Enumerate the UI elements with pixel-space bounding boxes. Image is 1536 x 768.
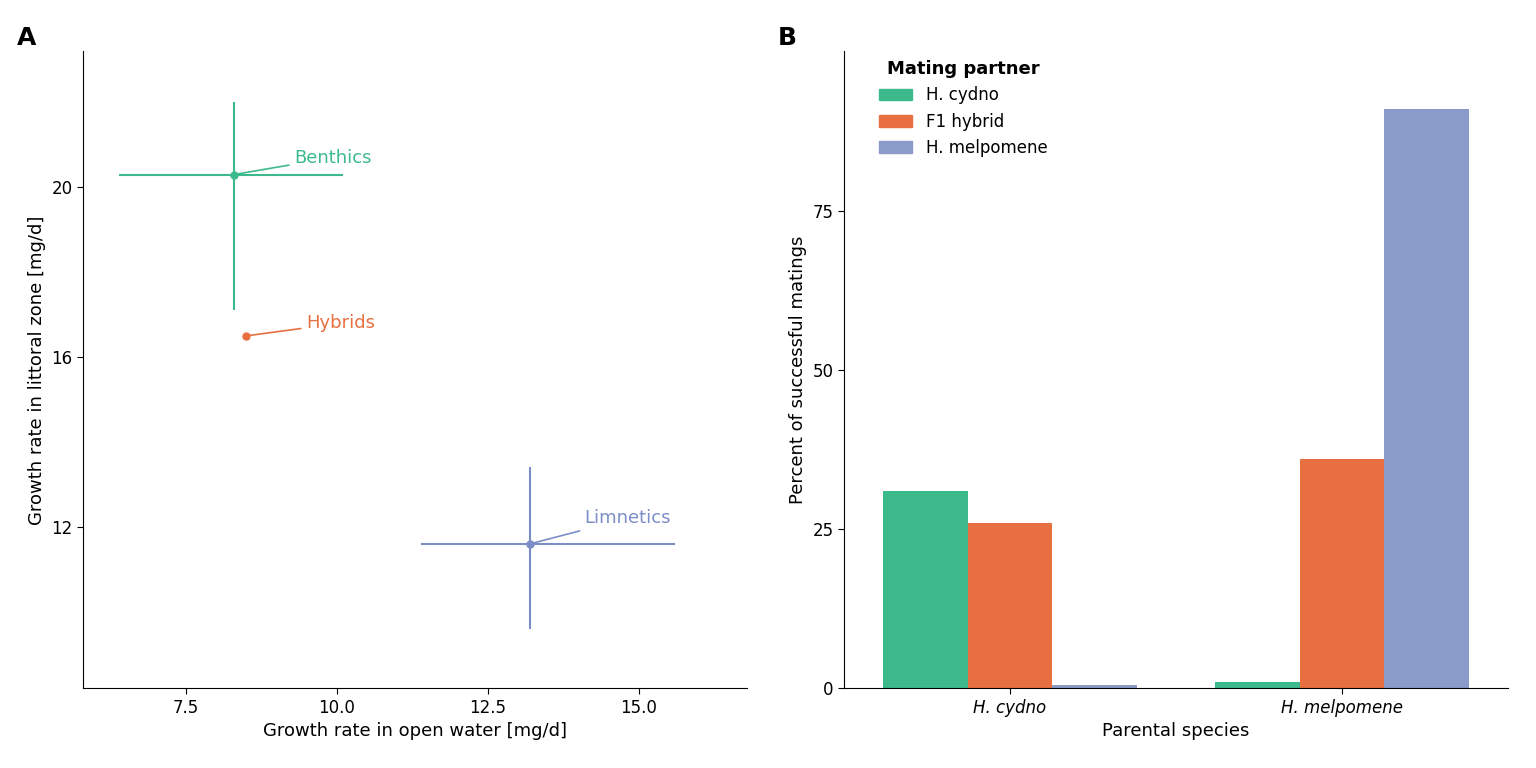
X-axis label: Parental species: Parental species — [1103, 722, 1250, 740]
Bar — [968, 523, 1052, 688]
Bar — [1052, 685, 1137, 688]
Y-axis label: Percent of successful matings: Percent of successful matings — [790, 236, 806, 504]
Y-axis label: Growth rate in littoral zone [mg/d]: Growth rate in littoral zone [mg/d] — [28, 215, 46, 525]
Legend: H. cydno, F1 hybrid, H. melpomene: H. cydno, F1 hybrid, H. melpomene — [872, 54, 1054, 164]
X-axis label: Growth rate in open water [mg/d]: Growth rate in open water [mg/d] — [263, 722, 567, 740]
Bar — [1215, 682, 1299, 688]
Text: Hybrids: Hybrids — [249, 314, 375, 336]
Bar — [883, 491, 968, 688]
Text: Limnetics: Limnetics — [533, 509, 671, 543]
Text: Benthics: Benthics — [237, 148, 372, 174]
Text: B: B — [777, 26, 797, 50]
Bar — [1299, 459, 1384, 688]
Text: A: A — [17, 26, 35, 50]
Bar — [1384, 109, 1468, 688]
